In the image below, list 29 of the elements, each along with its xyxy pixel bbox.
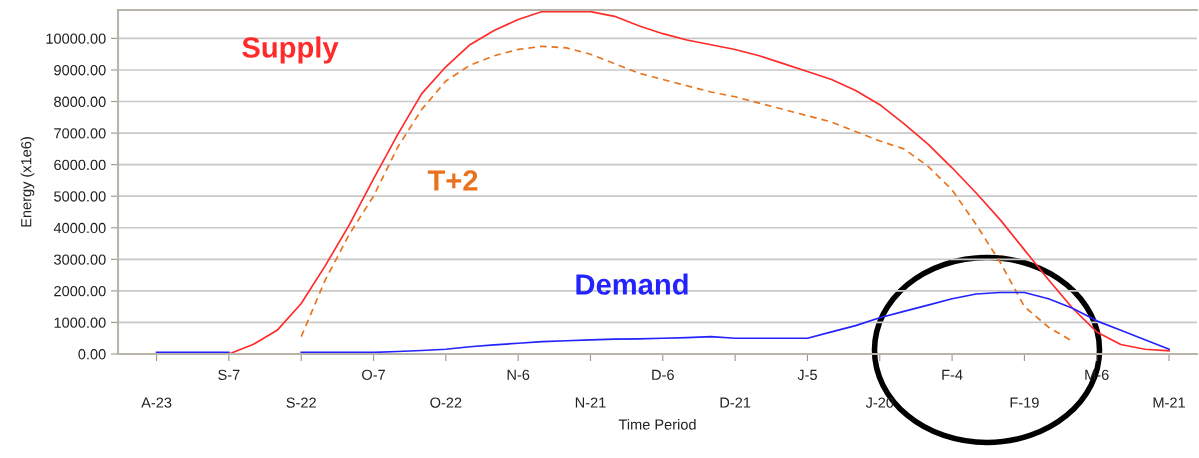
- x-tick-label: F-19: [1010, 397, 1039, 408]
- x-tick-label: S-22: [286, 397, 316, 408]
- y-tick-label: 1000.00: [54, 317, 106, 328]
- x-tick-label: O-7: [362, 369, 385, 380]
- text: Supply: [242, 36, 339, 64]
- y-tick-label: 4000.00: [53, 222, 106, 234]
- x-tick-label: O-22: [430, 397, 462, 408]
- x-axis-title: Time Period: [618, 418, 696, 430]
- y-tick-label: 3000.00: [54, 254, 106, 265]
- x-tick-label: F-4: [942, 369, 963, 380]
- y-axis-title: Energy (x1e6): [20, 137, 35, 227]
- y-tick-label: 8000.00: [54, 96, 106, 107]
- y-tick-label: 7000.00: [54, 128, 106, 139]
- x-tick-label: D-6: [652, 369, 674, 380]
- y-tick-label: 0.00: [78, 349, 106, 360]
- x-tick-label: S-7: [218, 369, 240, 380]
- x-tick-label: N-21: [575, 397, 606, 408]
- series-label: Demand: [576, 273, 688, 295]
- x-tick-label: D-21: [720, 397, 751, 408]
- y-tick-label: 9000.00: [54, 65, 106, 76]
- x-tick-label: J-5: [797, 369, 817, 380]
- x-tick-label: N-6: [507, 369, 530, 380]
- x-tick-label: M-21: [1153, 397, 1185, 408]
- series-label: T+2: [427, 170, 478, 191]
- x-tick-label: A-23: [141, 397, 172, 408]
- y-tick-label: 6000.00: [54, 159, 106, 171]
- y-tick-label: 2000.00: [54, 285, 106, 297]
- y-tick-label: 5000.00: [54, 191, 106, 202]
- y-tick-label: 10000.00: [46, 33, 106, 44]
